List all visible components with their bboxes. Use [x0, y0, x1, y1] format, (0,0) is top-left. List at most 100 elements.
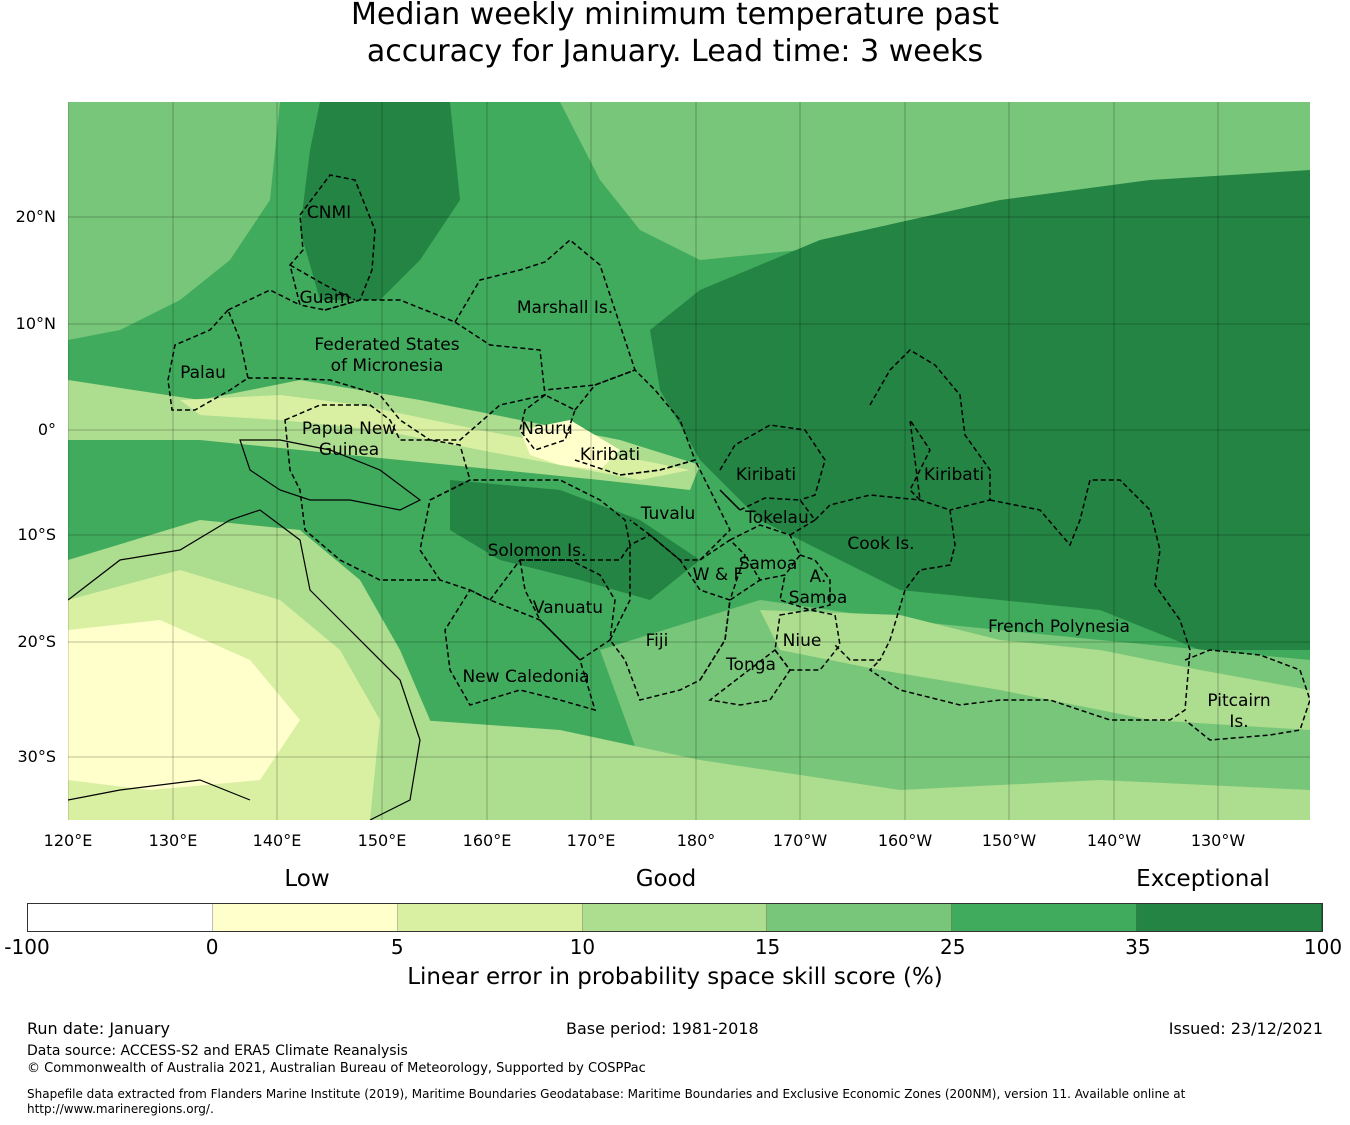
region-label: New Caledonia — [462, 667, 589, 687]
gridlines — [68, 102, 1310, 820]
colorbar-tick-label: -100 — [4, 935, 50, 959]
region-label: Guinea — [319, 440, 379, 460]
eez-kiribati-gilbert — [574, 369, 696, 476]
longitude-tick: 170°W — [772, 831, 828, 850]
eez-pitcairn — [1184, 649, 1310, 741]
region-label: Fiji — [646, 631, 669, 651]
longitude-tick: 150°E — [357, 831, 407, 850]
colorbar — [27, 903, 1323, 932]
latitude-tick: 20°N — [15, 207, 56, 226]
latitude-tick: 30°S — [17, 747, 56, 766]
eez-guam — [289, 264, 356, 301]
region-label: Niue — [783, 631, 822, 651]
longitude-tick: 180° — [676, 831, 716, 850]
dark-region-north — [300, 102, 460, 300]
eez-wallis-futuna — [699, 539, 746, 601]
eez-american-samoa — [779, 554, 831, 611]
colorbar-tick-label: 10 — [569, 935, 596, 959]
region-label: Samoa — [739, 554, 798, 574]
longitude-tick: 170°E — [566, 831, 616, 850]
copyright: © Commonwealth of Australia 2021, Austra… — [27, 1061, 646, 1076]
region-label: Tuvalu — [640, 504, 696, 524]
australia-coastline — [68, 509, 421, 820]
australia-interior — [68, 620, 300, 790]
region-label: W & F — [693, 565, 744, 585]
region-label: Solomon Is. — [488, 541, 587, 561]
light-band-30s — [420, 720, 1310, 820]
colorbar-tick-label: 35 — [1125, 935, 1151, 959]
eez-tokelau — [739, 497, 817, 536]
region-label: Tokelau — [744, 508, 809, 528]
colorbar-category-good: Good — [635, 866, 697, 892]
data-source: Data source: ACCESS-S2 and ERA5 Climate … — [27, 1043, 408, 1059]
region-label: of Micronesia — [331, 356, 444, 376]
longitude-tick: 130°W — [1190, 831, 1246, 850]
colorbar-tick-label: 0 — [205, 935, 219, 959]
new-guinea-coastline — [239, 439, 422, 511]
region-label: Vanuatu — [533, 598, 603, 618]
longitude-tick: 160°E — [462, 831, 512, 850]
region-labels: CNMI Guam Palau Federated States of Micr… — [180, 203, 1271, 732]
colorbar-segment — [767, 904, 953, 931]
colorbar-category-exceptional: Exceptional — [1136, 866, 1270, 892]
eez-marshall — [454, 239, 636, 391]
eez-fsm — [227, 289, 546, 441]
latitude-tick: 20°S — [17, 632, 56, 651]
eez-vanuatu — [519, 559, 616, 661]
shapefile-credit: Shapefile data extracted from Flanders M… — [27, 1087, 1186, 1101]
colorbar-tick-label: 100 — [1303, 935, 1343, 959]
white-spot-equator — [520, 420, 620, 470]
region-label: Papua New — [302, 419, 396, 439]
colorbar-label: Linear error in probability space skill … — [407, 964, 943, 990]
longitude-tick: 160°W — [877, 831, 933, 850]
colorbar-segment — [28, 904, 213, 931]
shapefile-url[interactable]: http://www.marineregions.org/. — [27, 1102, 214, 1116]
region-label: Samoa — [789, 588, 848, 608]
colorbar-category-low: Low — [284, 866, 330, 892]
region-label: French Polynesia — [988, 617, 1130, 637]
region-label: Kiribati — [924, 465, 984, 485]
southern-band — [600, 600, 1310, 820]
eez-french-polynesia — [868, 479, 1191, 721]
longitude-tick: 120°E — [43, 831, 93, 850]
eez-kiribati-phoenix — [719, 424, 826, 511]
colorbar-tick-label: 25 — [939, 935, 966, 959]
longitude-tick: 150°W — [981, 831, 1037, 850]
title-line-1: Median weekly minimum temperature past — [351, 0, 999, 32]
longitude-tick: 140°W — [1086, 831, 1142, 850]
colorbar-segment — [952, 904, 1138, 931]
skill-map: CNMI Guam Palau Federated States of Micr… — [68, 102, 1310, 820]
eez-nauru — [519, 394, 576, 451]
light-band-20s — [760, 610, 1310, 730]
dark-region-east — [650, 170, 1310, 650]
latitude-tick: 10°S — [17, 525, 56, 544]
region-label: Cook Is. — [847, 534, 914, 554]
longitude-tick: 140°E — [252, 831, 302, 850]
base-period: Base period: 1981-2018 — [566, 1019, 759, 1038]
eez-new-caledonia — [444, 589, 597, 712]
colorbar-segment — [1137, 904, 1323, 931]
region-label: A. — [810, 567, 827, 587]
colorbar-segment — [582, 904, 768, 931]
region-label: Guam — [300, 288, 351, 308]
region-label: Tonga — [725, 655, 776, 675]
colorbar-tick-label: 5 — [390, 935, 404, 959]
latitude-tick: 10°N — [15, 314, 56, 333]
issued-date: Issued: 23/12/2021 — [1168, 1019, 1323, 1038]
eez-kiribati-line — [869, 349, 991, 511]
title-line-2: accuracy for January. Lead time: 3 weeks — [366, 34, 984, 69]
light-region-nw — [68, 102, 280, 340]
colorbar-segment — [212, 904, 398, 931]
region-label: Kiribati — [580, 445, 640, 465]
run-date: Run date: January — [27, 1019, 170, 1038]
colorbar-segment — [397, 904, 583, 931]
colorbar-tick-label: 15 — [754, 935, 781, 959]
light-region-ne — [560, 102, 1310, 260]
region-label: Marshall Is. — [517, 298, 613, 318]
eez-boundaries — [167, 174, 1310, 741]
region-label: Kiribati — [736, 465, 796, 485]
eez-palau — [167, 308, 249, 411]
region-label: CNMI — [307, 203, 351, 223]
region-label: Is. — [1229, 712, 1248, 732]
